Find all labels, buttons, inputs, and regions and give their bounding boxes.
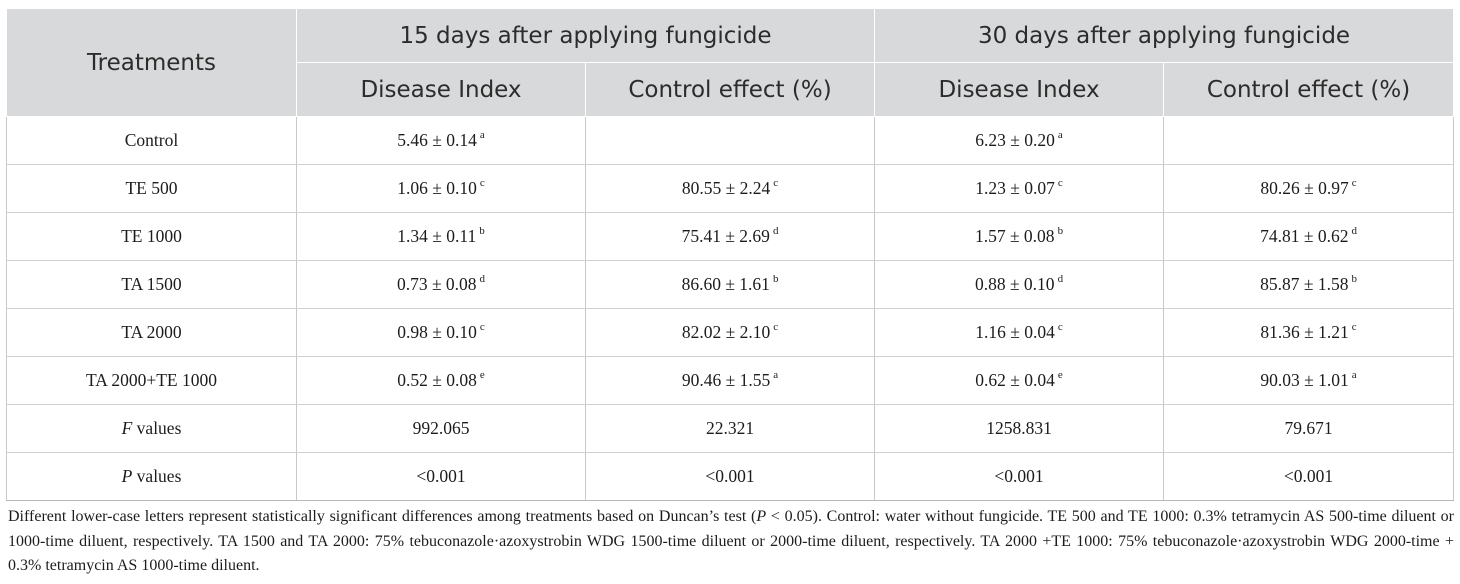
treatment-name: TA 1500 [6, 260, 297, 309]
disease-index-15: 0.52 ± 0.08 e [296, 356, 586, 405]
p-value-disease-index-15: <0.001 [296, 452, 586, 501]
header-15-days: 15 days after applying fungicide [295, 8, 876, 63]
disease-index-30: 1.16 ± 0.04 c [874, 308, 1165, 357]
disease-index-30: 0.62 ± 0.04 e [874, 356, 1165, 405]
f-value-control-effect-30: 79.671 [1163, 404, 1455, 453]
p-value-disease-index-30: <0.001 [874, 452, 1165, 501]
disease-index-30: 6.23 ± 0.20 a [874, 116, 1165, 165]
table-row: TE 1000 1.34 ± 0.11 b 75.41 ± 2.69 d 1.57 … [6, 212, 1455, 261]
table-row: Control 5.46 ± 0.14 a 6.23 ± 0.20 a [6, 116, 1455, 165]
control-effect-30 [1163, 116, 1455, 165]
p-value-control-effect-30: <0.001 [1163, 452, 1455, 501]
control-effect-30: 80.26 ± 0.97 c [1163, 164, 1455, 213]
control-effect-15: 75.41 ± 2.69 d [584, 212, 876, 261]
disease-index-15: 0.73 ± 0.08 d [296, 260, 586, 309]
table-header: Treatments 15 days after applying fungic… [6, 8, 1455, 117]
disease-index-15: 1.06 ± 0.10 c [296, 164, 586, 213]
treatment-name: TA 2000+TE 1000 [6, 356, 297, 405]
results-table: Treatments 15 days after applying fungic… [6, 8, 1455, 501]
control-effect-30: 74.81 ± 0.62 d [1163, 212, 1455, 261]
header-disease-index-15: Disease Index [296, 62, 586, 117]
control-effect-30: 81.36 ± 1.21 c [1163, 308, 1455, 357]
disease-index-15: 1.34 ± 0.11 b [296, 212, 586, 261]
disease-index-30: 1.57 ± 0.08 b [874, 212, 1165, 261]
control-effect-15: 82.02 ± 2.10 c [584, 308, 876, 357]
f-value-disease-index-15: 992.065 [296, 404, 586, 453]
table-footnote: Different lower-case letters represent s… [8, 508, 1455, 574]
table-row: TA 2000+TE 1000 0.52 ± 0.08 e 90.46 ± 1.5… [6, 356, 1455, 405]
table-row-p-values: P values <0.001 <0.001 <0.001 <0.001 [6, 452, 1455, 501]
table-body: Control 5.46 ± 0.14 a 6.23 ± 0.20 a TE 500… [6, 116, 1455, 501]
f-value-control-effect-15: 22.321 [584, 404, 876, 453]
p-values-label: P values [6, 452, 297, 501]
treatment-name: TE 500 [6, 164, 297, 213]
table-row-f-values: F values 992.065 22.321 1258.831 79.671 [6, 404, 1455, 453]
control-effect-15 [584, 116, 876, 165]
control-effect-15: 86.60 ± 1.61 b [584, 260, 876, 309]
control-effect-15: 90.46 ± 1.55 a [584, 356, 876, 405]
treatment-name: Control [6, 116, 297, 165]
f-values-label: F values [6, 404, 297, 453]
table-row: TA 2000 0.98 ± 0.10 c 82.02 ± 2.10 c 1.16 … [6, 308, 1455, 357]
header-disease-index-30: Disease Index [874, 62, 1165, 117]
table-row: TA 1500 0.73 ± 0.08 d 86.60 ± 1.61 b 0.88 … [6, 260, 1455, 309]
disease-index-15: 5.46 ± 0.14 a [296, 116, 586, 165]
table-row: TE 500 1.06 ± 0.10 c 80.55 ± 2.24 c 1.23 ±… [6, 164, 1455, 213]
header-control-effect-15: Control effect (%) [584, 62, 876, 117]
disease-index-30: 1.23 ± 0.07 c [874, 164, 1165, 213]
p-value-control-effect-15: <0.001 [584, 452, 876, 501]
control-effect-15: 80.55 ± 2.24 c [584, 164, 876, 213]
control-effect-30: 90.03 ± 1.01 a [1163, 356, 1455, 405]
header-treatments: Treatments [6, 8, 297, 117]
f-value-disease-index-30: 1258.831 [874, 404, 1165, 453]
treatment-name: TA 2000 [6, 308, 297, 357]
results-table-container: Treatments 15 days after applying fungic… [6, 8, 1455, 579]
disease-index-30: 0.88 ± 0.10 d [874, 260, 1165, 309]
header-control-effect-30: Control effect (%) [1163, 62, 1455, 117]
header-30-days: 30 days after applying fungicide [874, 8, 1455, 63]
disease-index-15: 0.98 ± 0.10 c [296, 308, 586, 357]
control-effect-30: 85.87 ± 1.58 b [1163, 260, 1455, 309]
treatment-name: TE 1000 [6, 212, 297, 261]
